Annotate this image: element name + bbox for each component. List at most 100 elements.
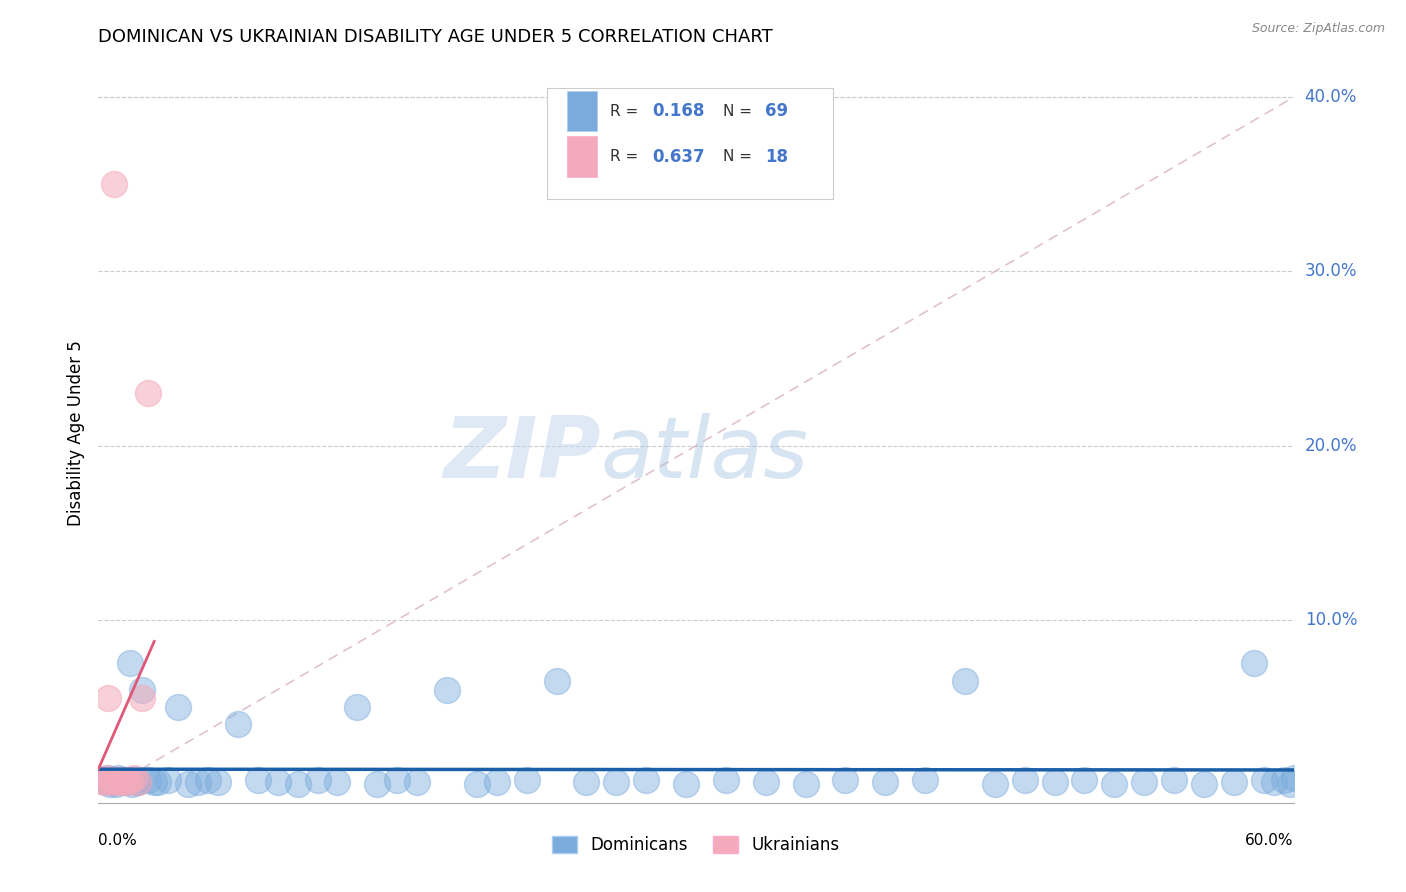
Text: R =: R = — [610, 103, 643, 119]
Point — [1278, 777, 1301, 791]
Point — [575, 775, 598, 789]
Point — [984, 777, 1007, 791]
Point — [177, 777, 200, 791]
Point — [714, 773, 737, 788]
Point — [127, 775, 149, 789]
Point — [105, 777, 128, 791]
Point — [148, 775, 170, 789]
Point — [1043, 775, 1066, 789]
Point — [197, 773, 219, 788]
Point — [120, 657, 142, 671]
Point — [131, 682, 153, 697]
Point — [96, 772, 118, 786]
Text: atlas: atlas — [600, 413, 808, 496]
Point — [187, 775, 209, 789]
Point — [136, 773, 159, 788]
Point — [111, 775, 134, 789]
Text: 69: 69 — [765, 102, 789, 120]
Point — [326, 775, 349, 789]
Text: 60.0%: 60.0% — [1246, 833, 1294, 848]
Point — [101, 773, 124, 788]
Point — [366, 777, 388, 791]
Point — [436, 682, 458, 697]
Point — [98, 773, 122, 788]
Point — [1104, 777, 1126, 791]
FancyBboxPatch shape — [567, 91, 596, 131]
Point — [834, 773, 856, 788]
Point — [485, 775, 508, 789]
Point — [120, 773, 142, 788]
Text: ZIP: ZIP — [443, 413, 600, 496]
Point — [136, 386, 159, 401]
Text: 18: 18 — [765, 148, 789, 166]
Text: 10.0%: 10.0% — [1305, 611, 1357, 629]
Point — [98, 777, 122, 791]
Text: N =: N = — [724, 149, 758, 164]
Point — [207, 775, 229, 789]
Point — [1263, 775, 1285, 789]
Point — [107, 775, 129, 789]
Point — [97, 772, 120, 786]
Point — [127, 775, 149, 789]
Point — [1223, 775, 1246, 789]
Text: 40.0%: 40.0% — [1305, 88, 1357, 106]
Text: 0.0%: 0.0% — [98, 833, 138, 848]
Point — [124, 772, 146, 786]
Point — [636, 773, 658, 788]
Point — [167, 700, 190, 714]
Point — [103, 178, 125, 192]
Point — [605, 775, 627, 789]
Point — [385, 773, 409, 788]
Point — [110, 773, 132, 788]
Point — [107, 772, 129, 786]
Point — [112, 773, 135, 788]
Point — [115, 775, 138, 789]
Point — [117, 773, 139, 788]
Point — [226, 717, 249, 731]
Point — [755, 775, 778, 789]
Point — [111, 775, 134, 789]
Text: DOMINICAN VS UKRAINIAN DISABILITY AGE UNDER 5 CORRELATION CHART: DOMINICAN VS UKRAINIAN DISABILITY AGE UN… — [98, 28, 773, 45]
Point — [121, 777, 143, 791]
Point — [1192, 777, 1215, 791]
Point — [110, 773, 132, 788]
Point — [465, 777, 488, 791]
Point — [1253, 773, 1275, 788]
Point — [1272, 773, 1295, 788]
Point — [953, 673, 976, 688]
Point — [267, 775, 290, 789]
Point — [125, 775, 148, 789]
Point — [1133, 775, 1156, 789]
Text: 30.0%: 30.0% — [1305, 262, 1357, 280]
Point — [105, 773, 128, 788]
Point — [546, 673, 568, 688]
Text: R =: R = — [610, 149, 643, 164]
Text: 0.168: 0.168 — [652, 102, 704, 120]
Text: N =: N = — [724, 103, 758, 119]
Point — [101, 775, 124, 789]
Text: 0.637: 0.637 — [652, 148, 704, 166]
Point — [346, 700, 368, 714]
Point — [103, 775, 125, 789]
Point — [875, 775, 897, 789]
Point — [157, 773, 180, 788]
Point — [1014, 773, 1036, 788]
Point — [675, 777, 697, 791]
Point — [1073, 773, 1095, 788]
Point — [131, 691, 153, 706]
Text: 20.0%: 20.0% — [1305, 437, 1357, 455]
Point — [794, 777, 817, 791]
Point — [1243, 657, 1265, 671]
FancyBboxPatch shape — [547, 88, 834, 200]
Point — [406, 775, 429, 789]
Point — [117, 775, 139, 789]
Point — [143, 775, 166, 789]
Point — [112, 773, 135, 788]
Point — [246, 773, 269, 788]
Y-axis label: Disability Age Under 5: Disability Age Under 5 — [66, 340, 84, 525]
Legend: Dominicans, Ukrainians: Dominicans, Ukrainians — [546, 830, 846, 861]
Point — [287, 777, 309, 791]
FancyBboxPatch shape — [567, 136, 596, 177]
Text: Source: ZipAtlas.com: Source: ZipAtlas.com — [1251, 22, 1385, 36]
Point — [97, 691, 120, 706]
